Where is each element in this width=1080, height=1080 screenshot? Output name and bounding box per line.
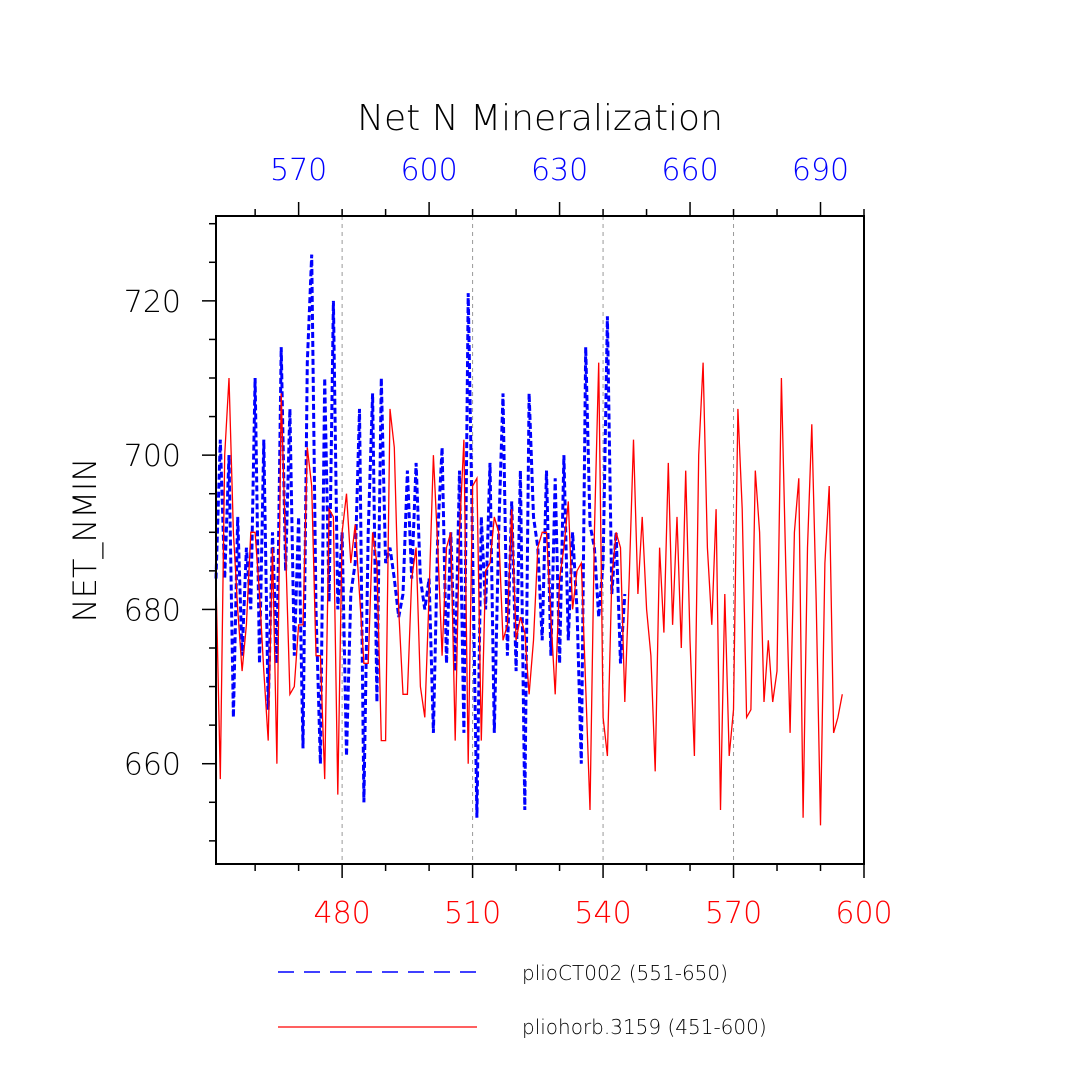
bottom-tick-label-540: 540 bbox=[574, 896, 631, 931]
top-tick-label-660: 660 bbox=[661, 153, 718, 188]
series-line-1 bbox=[215, 362, 843, 826]
bottom-tick-label-480: 480 bbox=[313, 896, 370, 931]
legend: plioCT002 (551-650) pliohorb.3159 (451-6… bbox=[278, 961, 767, 1039]
y-tick-label-720: 720 bbox=[124, 285, 181, 320]
bottom-tick-label-570: 570 bbox=[705, 896, 762, 931]
axis-tick-labels: 660 680 700 720 480 510 540 570 600 570 600 630 660 6… bbox=[124, 153, 893, 931]
top-tick-label-600: 600 bbox=[400, 153, 457, 188]
y-axis-label: NET_NMIN bbox=[66, 458, 104, 623]
y-tick-label-660: 660 bbox=[124, 748, 181, 783]
legend-label-plioCT002: plioCT002 (551-650) bbox=[522, 961, 728, 985]
top-tick-label-690: 690 bbox=[792, 153, 849, 188]
top-tick-label-570: 570 bbox=[270, 153, 327, 188]
legend-label-pliohorb: pliohorb.3159 (451-600) bbox=[522, 1015, 767, 1039]
chart-title: Net N Mineralization bbox=[357, 98, 723, 139]
bottom-tick-label-510: 510 bbox=[444, 896, 501, 931]
axis-ticks bbox=[202, 202, 865, 878]
bottom-tick-label-600: 600 bbox=[835, 896, 892, 931]
plot-frame bbox=[215, 215, 865, 865]
y-tick-label-700: 700 bbox=[124, 439, 181, 474]
series-layer bbox=[214, 254, 843, 826]
y-tick-label-680: 680 bbox=[124, 593, 181, 628]
top-tick-label-630: 630 bbox=[531, 153, 588, 188]
series-line-0 bbox=[214, 254, 627, 818]
